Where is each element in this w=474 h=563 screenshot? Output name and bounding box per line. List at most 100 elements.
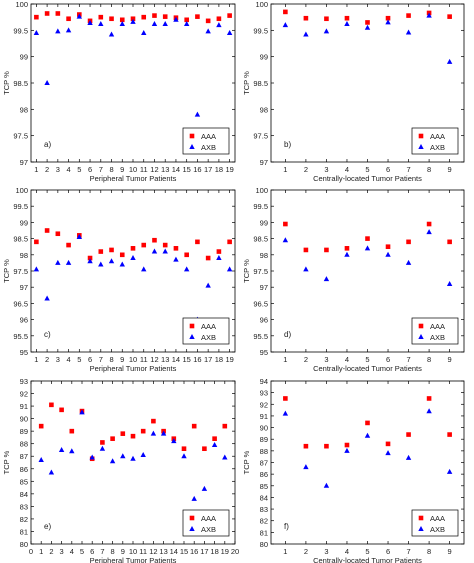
data-point-aaa [34,14,39,20]
legend-label-aaa: AAA [201,132,216,141]
data-point-axb [58,446,65,452]
data-point-aaa [152,237,157,243]
panel-label: d) [284,330,291,339]
data-point-aaa [55,11,61,16]
legend-marker-aaa [418,323,424,329]
data-point-axb [216,22,222,28]
data-point-aaa [110,436,115,441]
data-point-aaa [426,396,432,401]
data-point-axb [130,255,136,261]
data-point-aaa [365,236,370,241]
y-axis-label: TCP % [2,450,11,474]
data-point-axb [130,455,136,461]
y-tick-label: 87 [20,452,28,461]
data-point-axb [183,21,190,27]
y-tick-label: 82 [260,517,268,526]
data-point-axb [44,80,50,85]
data-point-axb [282,22,289,28]
data-point-axb [385,19,391,25]
legend-marker-axb [189,526,195,531]
y-tick-label: 95 [20,348,28,357]
x-tick-label: 0 [29,547,33,556]
data-point-axb [282,410,289,416]
data-point-axb [162,21,168,27]
y-tick-label: 91 [260,412,268,421]
x-tick-label: 2 [304,547,308,556]
data-point-aaa [195,14,200,19]
data-point-axb [216,255,222,261]
x-tick-label: 4 [66,165,70,174]
data-point-axb [151,248,158,254]
data-point-axb [323,482,330,488]
x-tick-label: 14 [172,165,180,174]
data-point-aaa [34,239,39,245]
y-tick-label: 97 [260,283,268,292]
data-point-axb [44,295,50,301]
data-point-axb [171,438,177,444]
data-point-axb [120,453,126,459]
x-tick-label: 4 [70,547,74,556]
legend: AAA AXB [411,127,459,155]
x-tick-label: 12 [149,547,157,556]
data-point-axb [76,13,83,19]
data-point-aaa [222,423,228,429]
x-tick-label: 6 [88,355,92,364]
data-point-axb [99,445,106,451]
x-tick-label: 15 [183,355,191,364]
data-point-aaa [141,14,147,20]
data-point-axb [55,259,61,265]
data-point-aaa [59,407,64,413]
data-point-axb [226,266,233,272]
data-point-aaa [38,423,44,429]
x-tick-label: 3 [56,165,60,174]
legend-label-axb: AXB [430,525,445,534]
y-axis-label: TCP % [2,71,11,95]
legend-box [182,127,230,155]
y-tick-label: 92 [260,400,268,409]
data-point-axb [303,266,309,272]
x-tick-label: 18 [210,547,218,556]
data-point-axb [141,29,147,35]
legend-box [411,127,459,155]
panel-b: 97 97.5 98 98.5 99 99.5 100 1 2 3 4 5 6 7 8 9 Centrally-… [242,0,465,183]
data-point-aaa [303,443,309,449]
y-tick-label: 97.5 [253,267,268,276]
x-tick-label: 5 [365,547,369,556]
x-tick-label: 17 [200,547,208,556]
y-tick-label: 95.5 [253,332,268,341]
data-point-axb [108,31,115,37]
x-tick-label: 1 [283,355,287,364]
x-axis-label: Centrally-located Tumor Patients [313,364,422,373]
data-point-aaa [385,244,391,249]
x-tick-label: 5 [77,165,81,174]
y-tick-label: 85 [260,482,268,491]
x-tick-label: 6 [90,547,94,556]
x-tick-label: 11 [140,355,148,364]
data-point-aaa [447,432,452,437]
data-point-axb [446,280,453,286]
y-tick-label: 97 [260,158,268,167]
data-point-aaa [100,440,105,445]
data-point-aaa [44,228,50,233]
data-point-axb [226,29,233,35]
legend-label-axb: AXB [430,333,445,342]
y-tick-label: 86 [260,470,268,479]
data-point-axb [109,458,116,464]
y-tick-label: 100 [255,0,268,9]
x-axis-label: Peripheral Tumor Patients [90,556,177,563]
data-point-aaa [140,428,146,434]
data-point-axb [130,18,136,24]
x-tick-label: 8 [111,547,115,556]
data-point-aaa [205,18,211,24]
y-tick-label: 83 [260,505,268,514]
data-point-aaa [283,221,288,227]
data-point-aaa [344,442,350,448]
y-tick-label: 87 [260,459,268,468]
legend-marker-aaa [189,515,195,521]
data-point-aaa [130,16,136,22]
panel-label: a) [44,140,51,149]
x-tick-label: 5 [80,547,84,556]
x-tick-label: 2 [45,165,49,174]
data-point-axb [65,259,72,265]
